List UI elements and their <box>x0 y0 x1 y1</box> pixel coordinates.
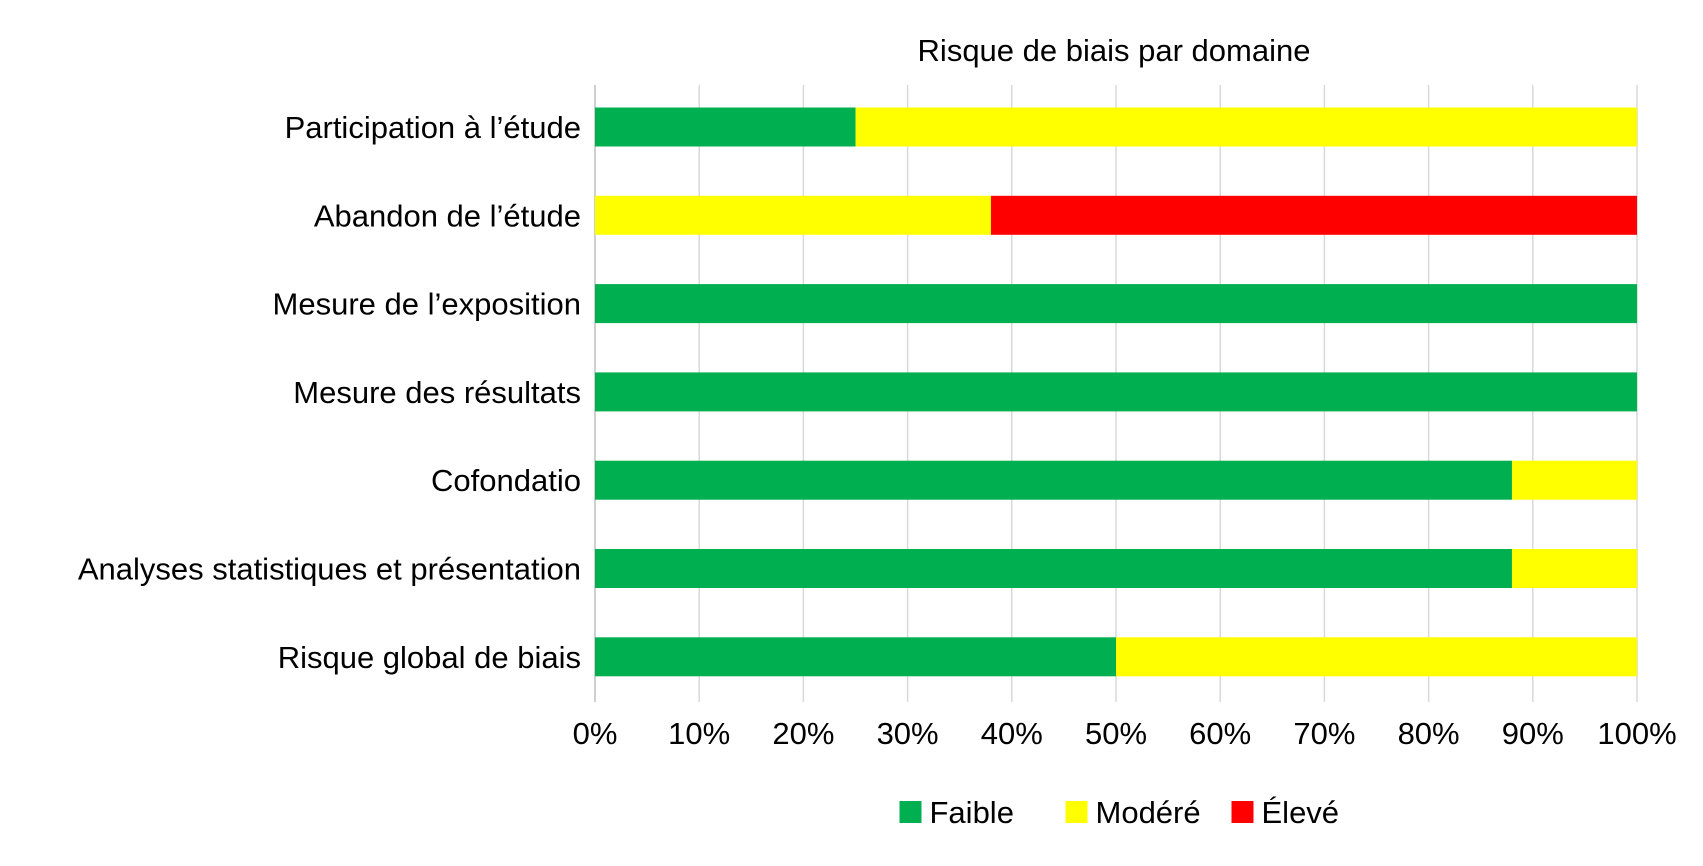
x-tick-label: 10% <box>668 716 730 751</box>
x-tick-label: 50% <box>1085 716 1147 751</box>
category-label: Cofondatio <box>431 463 581 498</box>
legend-label: Élevé <box>1262 795 1340 830</box>
legend-label: Faible <box>930 795 1014 830</box>
bar-segment <box>595 107 856 147</box>
bar-segment <box>1511 460 1637 500</box>
x-tick-label: 20% <box>772 716 834 751</box>
bar-segment <box>595 284 1637 324</box>
x-tick-label: 30% <box>877 716 939 751</box>
x-tick-label: 0% <box>573 716 618 751</box>
x-tick-label: 100% <box>1597 716 1676 751</box>
x-tick-label: 60% <box>1189 716 1251 751</box>
legend: Faible Modéré Élevé <box>899 795 1340 830</box>
x-tick-label: 80% <box>1398 716 1460 751</box>
bar-segment <box>595 195 991 235</box>
bar-segment <box>595 460 1512 500</box>
x-tick-label: 90% <box>1502 716 1564 751</box>
legend-swatch <box>899 801 922 823</box>
bar-segment <box>1511 549 1637 588</box>
bar-segment <box>595 549 1512 588</box>
bars <box>595 107 1637 677</box>
x-axis-ticks: 0% 10% 20% 30% 40% 50% 60% 70% 80% 90% 100% <box>573 716 1677 751</box>
category-label: Abandon de l’étude <box>314 198 581 233</box>
category-label: Participation à l’étude <box>285 110 581 145</box>
category-label: Mesure des résultats <box>293 375 581 410</box>
category-label: Risque global de biais <box>278 640 581 675</box>
legend-label: Modéré <box>1096 795 1201 830</box>
legend-swatch <box>1231 801 1254 823</box>
category-label: Analyses statistiques et présentation <box>78 552 581 587</box>
bar-segment <box>595 372 1637 412</box>
legend-swatch <box>1065 801 1088 823</box>
bar-segment <box>1116 637 1637 677</box>
category-label: Mesure de l’exposition <box>273 287 581 322</box>
bar-segment <box>990 195 1637 235</box>
chart-title: Risque de biais par domaine <box>918 33 1311 68</box>
x-tick-label: 70% <box>1293 716 1355 751</box>
bar-segment <box>855 107 1637 147</box>
category-labels: Participation à l’étude Abandon de l’étud… <box>78 110 581 675</box>
bar-segment <box>595 637 1116 677</box>
x-tick-label: 40% <box>981 716 1043 751</box>
